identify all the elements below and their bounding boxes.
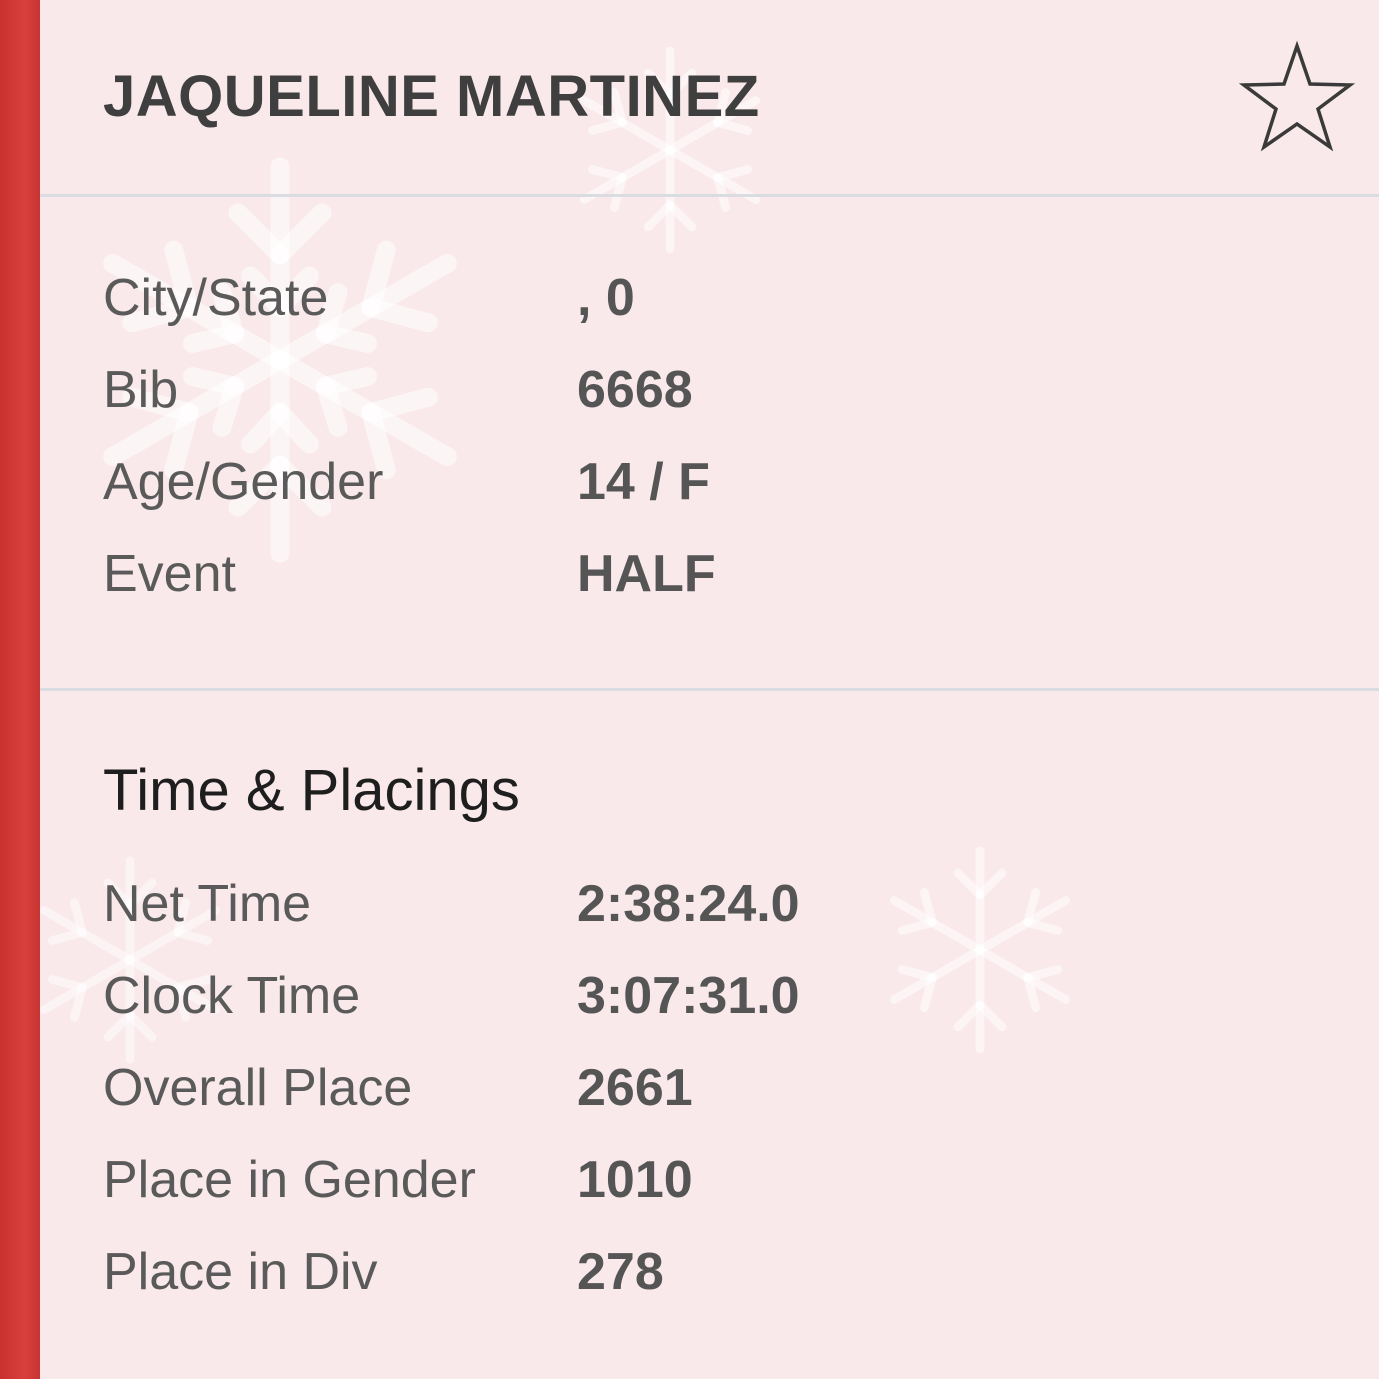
result-value: 2:38:24.0 [577, 875, 800, 933]
result-label: Net Time [103, 875, 312, 933]
detail-label: Bib [103, 361, 179, 419]
result-label: Place in Gender [103, 1151, 476, 1209]
result-value: 278 [577, 1243, 664, 1301]
result-row-place-in-div: Place in Div 278 [103, 1237, 1303, 1307]
favorite-button[interactable] [1238, 40, 1356, 152]
detail-label: Event [103, 545, 236, 603]
section-title: Time & Placings [103, 758, 520, 823]
detail-value: , 0 [577, 269, 635, 327]
detail-value: HALF [577, 545, 716, 603]
header-divider [40, 194, 1379, 197]
detail-row-bib: Bib 6668 [103, 355, 1303, 425]
detail-value: 14 / F [577, 453, 710, 511]
detail-label: Age/Gender [103, 453, 384, 511]
result-value: 3:07:31.0 [577, 967, 800, 1025]
result-label: Overall Place [103, 1059, 413, 1117]
accent-bar [0, 0, 40, 1379]
detail-row-event: Event HALF [103, 539, 1303, 609]
result-row-overall-place: Overall Place 2661 [103, 1053, 1303, 1123]
result-value: 2661 [577, 1059, 693, 1117]
athlete-result-panel: JAQUELINE MARTINEZ City/State , 0 Bib 66… [40, 0, 1379, 1379]
section-divider [40, 688, 1379, 691]
result-row-clock-time: Clock Time 3:07:31.0 [103, 961, 1303, 1031]
result-row-place-in-gender: Place in Gender 1010 [103, 1145, 1303, 1215]
detail-row-age-gender: Age/Gender 14 / F [103, 447, 1303, 517]
result-label: Place in Div [103, 1243, 378, 1301]
result-label: Clock Time [103, 967, 361, 1025]
result-value: 1010 [577, 1151, 693, 1209]
athlete-header: JAQUELINE MARTINEZ [40, 0, 1379, 195]
detail-value: 6668 [577, 361, 693, 419]
detail-label: City/State [103, 269, 329, 327]
detail-row-city-state: City/State , 0 [103, 263, 1303, 333]
athlete-name: JAQUELINE MARTINEZ [103, 64, 760, 129]
result-row-net-time: Net Time 2:38:24.0 [103, 869, 1303, 939]
star-outline-icon [1238, 40, 1356, 152]
